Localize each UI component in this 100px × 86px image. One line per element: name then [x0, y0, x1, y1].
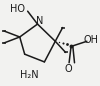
Text: HO: HO: [10, 4, 25, 14]
Text: N: N: [36, 16, 43, 26]
Text: O: O: [65, 64, 72, 74]
Text: H₂N: H₂N: [20, 70, 38, 80]
Text: OH: OH: [83, 35, 98, 45]
